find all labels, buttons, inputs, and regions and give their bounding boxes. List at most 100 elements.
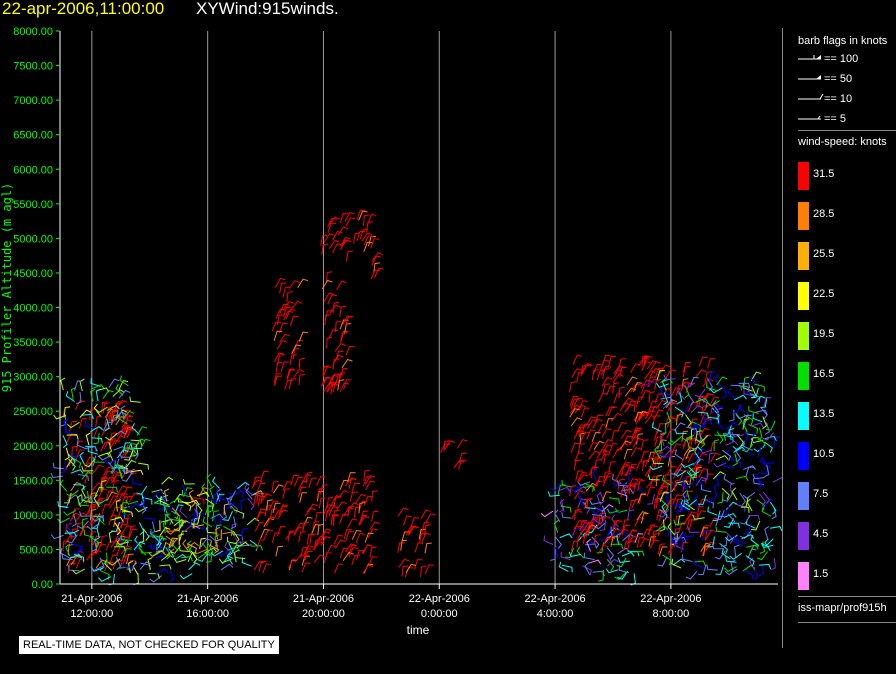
wind-barb	[126, 500, 139, 510]
wind-barb	[209, 485, 215, 499]
wind-barb	[70, 482, 82, 492]
wind-barb	[424, 542, 432, 554]
barb-sample-icon	[798, 115, 821, 120]
wind-barb	[205, 498, 215, 510]
wind-barb	[101, 504, 111, 515]
wind-barb	[677, 514, 685, 526]
wind-barb	[138, 462, 149, 470]
wind-barb	[577, 474, 589, 484]
wind-barb	[367, 528, 378, 539]
wind-barb	[108, 495, 119, 506]
wind-barb	[76, 391, 82, 405]
wind-barb	[345, 530, 354, 542]
wind-barb	[617, 422, 627, 432]
wind-barb	[682, 531, 695, 538]
wind-barb	[743, 465, 756, 471]
wind-barb	[182, 539, 190, 552]
wind-barb	[79, 418, 88, 429]
wind-barb	[125, 499, 139, 505]
wind-barb	[114, 435, 126, 445]
wind-barb	[93, 403, 101, 417]
wind-barb	[725, 422, 739, 430]
wind-barb	[751, 520, 761, 531]
wind-barb	[681, 481, 695, 490]
wind-barb	[584, 562, 591, 576]
wind-barb	[298, 331, 309, 342]
wind-barb	[256, 492, 264, 504]
wind-barb	[333, 534, 344, 545]
wind-barb	[719, 543, 729, 555]
wind-barb	[358, 514, 368, 526]
wind-barb	[685, 414, 692, 428]
wind-barb	[752, 413, 763, 423]
wind-barb	[320, 528, 332, 538]
wind-barb	[576, 536, 584, 548]
wind-barb	[91, 482, 103, 492]
wind-barb	[193, 497, 205, 505]
wind-barb	[573, 459, 582, 471]
wind-barb	[558, 561, 569, 572]
wind-barb	[321, 376, 333, 387]
wind-barb	[659, 431, 666, 444]
wind-barb	[279, 282, 287, 294]
wind-barb	[599, 491, 605, 505]
wind-barb	[670, 387, 681, 397]
wind-barb	[733, 446, 747, 453]
wind-barb	[593, 480, 603, 491]
wind-barb	[83, 490, 90, 504]
wind-barb	[345, 543, 356, 553]
wind-barb	[762, 491, 771, 505]
wind-barb	[151, 489, 165, 495]
wind-barb	[634, 533, 644, 544]
wind-barb	[637, 493, 647, 504]
wind-barb	[258, 560, 267, 572]
x-tick-time: 12:00:00	[70, 608, 113, 620]
wind-barb	[689, 418, 698, 430]
wind-barb	[133, 444, 139, 457]
wind-barb	[405, 563, 417, 574]
wind-barb	[707, 506, 718, 516]
barb-legend-label: == 50	[824, 73, 853, 85]
wind-barb	[672, 469, 683, 479]
wind-barb	[582, 521, 594, 532]
wind-barb	[693, 423, 699, 436]
wind-barb	[334, 342, 346, 352]
wind-barb	[75, 449, 85, 460]
wind-barb	[140, 438, 151, 449]
wind-barb	[138, 543, 147, 556]
wind-barb	[186, 499, 200, 505]
wind-barb	[197, 552, 209, 562]
wind-barb	[170, 538, 179, 552]
wind-barb	[540, 510, 554, 518]
wind-barb	[640, 513, 649, 524]
wind-barb	[340, 332, 348, 343]
wind-barb	[600, 365, 612, 375]
wind-barb	[71, 508, 80, 520]
wind-barb	[743, 376, 750, 389]
barb-legend-row: == 10	[798, 93, 896, 107]
wind-barb	[547, 491, 560, 497]
wind-barb	[743, 388, 755, 397]
wind-barb	[104, 458, 117, 465]
wind-barb	[192, 514, 201, 525]
wind-barb	[90, 497, 103, 503]
wind-barb	[105, 490, 114, 501]
wind-barb	[614, 472, 625, 482]
wind-barb	[740, 497, 749, 508]
wind-barb	[232, 530, 240, 544]
y-tick-label: 0.00	[32, 579, 53, 591]
wind-barb	[206, 473, 213, 487]
wind-barb	[128, 492, 140, 503]
wind-barb	[103, 470, 113, 481]
wind-barb	[570, 442, 580, 453]
wind-barb	[573, 397, 583, 408]
source-label: iss-mapr/prof915h	[798, 602, 887, 614]
wind-barb	[760, 406, 768, 420]
wind-barb	[107, 404, 120, 411]
wind-barb	[590, 466, 597, 479]
wind-barb	[266, 516, 276, 527]
wind-barb	[584, 498, 593, 510]
wind-barb	[679, 469, 690, 480]
wind-barb	[369, 521, 380, 531]
wind-barb	[148, 573, 160, 579]
